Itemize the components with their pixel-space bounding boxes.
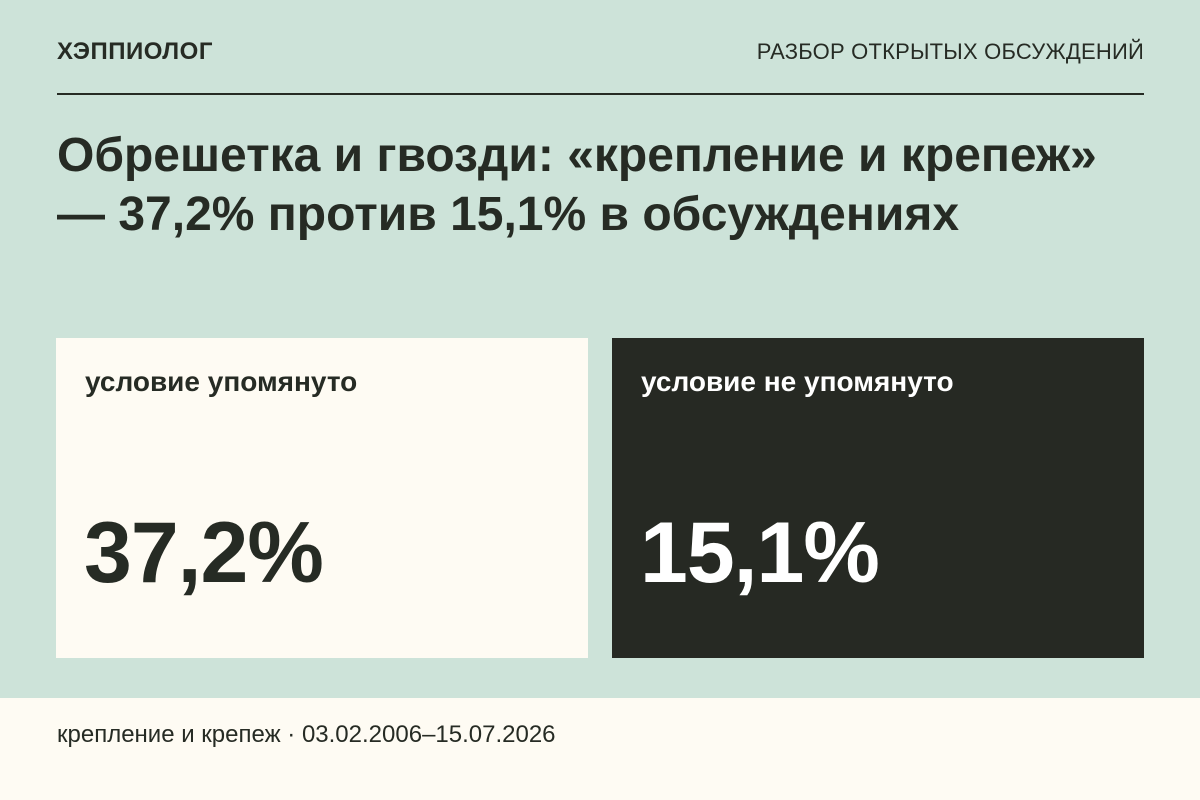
page-header: ХЭППИОЛОГ РАЗБОР ОТКРЫТЫХ ОБСУЖДЕНИЙ: [57, 35, 1144, 75]
not-mentioned-condition-value: 15,1%: [640, 505, 880, 601]
mentioned-condition-value: 37,2%: [84, 505, 324, 601]
brand-name: ХЭППИОЛОГ: [57, 38, 213, 65]
mentioned-condition-card: условие упомянуто 37,2%: [56, 338, 588, 658]
mentioned-condition-label: условие упомянуто: [85, 366, 358, 397]
section-title: РАЗБОР ОТКРЫТЫХ ОБСУЖДЕНИЙ: [756, 39, 1144, 64]
page-footer: крепление и крепеж · 03.02.2006–15.07.20…: [0, 698, 1200, 800]
page-headline: Обрешетка и гвозди: «крепление и крепеж»…: [57, 129, 1097, 241]
header-divider: [57, 93, 1144, 95]
footer-caption: крепление и крепеж · 03.02.2006–15.07.20…: [57, 721, 556, 748]
not-mentioned-condition-card: условие не упомянуто 15,1%: [612, 338, 1144, 658]
not-mentioned-condition-label: условие не упомянуто: [641, 366, 954, 397]
